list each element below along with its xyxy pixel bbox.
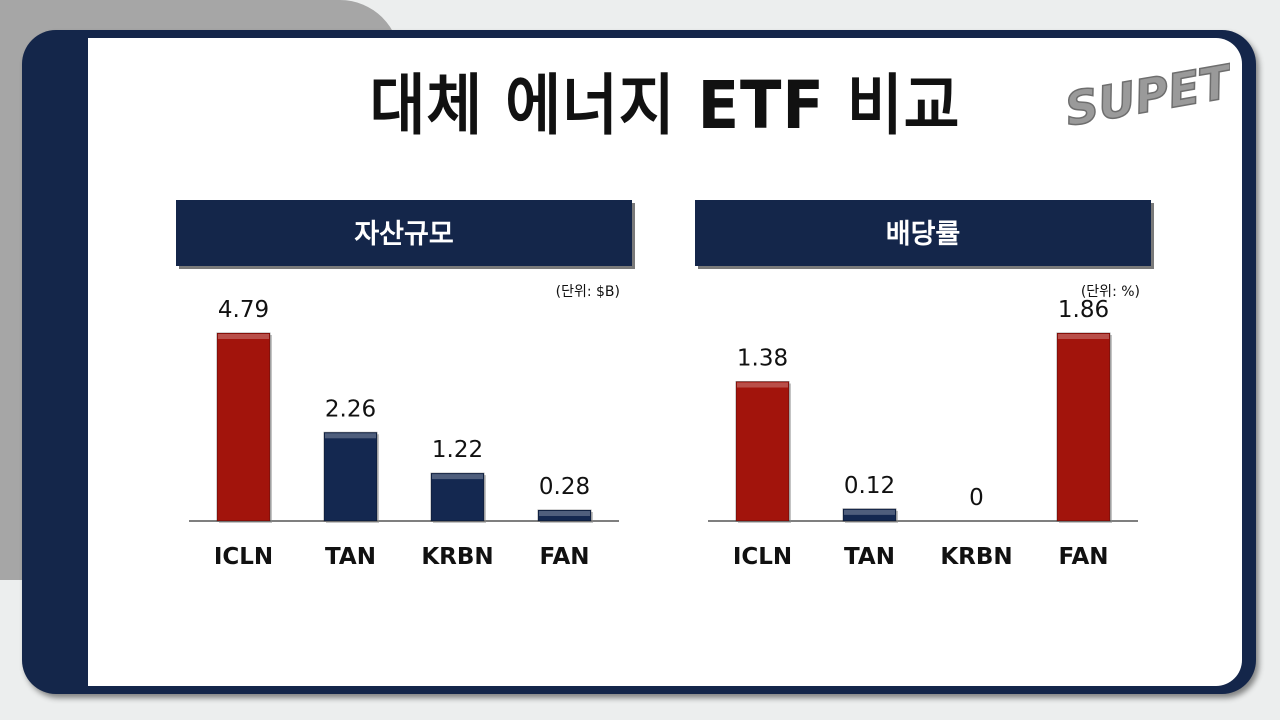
chart-1-title-band: [695, 200, 1151, 266]
supetv-logo: SUPETV: [1060, 58, 1230, 128]
chart-1-bar-icln: [735, 381, 790, 522]
chart-1-value-label-krbn: 0: [969, 485, 984, 511]
chart-1-category-krbn: KRBN: [940, 544, 1012, 570]
chart-0-bar-highlight-2: [432, 474, 483, 480]
chart-1-bar-highlight-3: [1058, 334, 1109, 339]
chart-0-bar-krbn: [430, 472, 485, 522]
slide-title: 대체 에너지 ETF 비교: [369, 67, 961, 144]
chart-1-bar-fan: [1056, 332, 1111, 522]
chart-1-title: 배당률: [886, 219, 961, 250]
chart-0-title: 자산규모: [354, 219, 453, 250]
chart-0-category-krbn: KRBN: [421, 544, 493, 570]
chart-0-value-label-krbn: 1.22: [432, 437, 483, 463]
chart-0-bar-fan: [537, 509, 592, 522]
slide-panel: [88, 38, 1242, 686]
chart-0-value-label-icln: 4.79: [218, 297, 269, 323]
chart-0-unit: (단위: $B): [556, 284, 620, 300]
chart-1-unit: (단위: %): [1081, 284, 1140, 300]
chart-1-bar-tan: [842, 508, 897, 522]
chart-0-category-tan: TAN: [325, 544, 376, 570]
chart-0-title-band: [176, 200, 632, 266]
chart-0-category-fan: FAN: [539, 544, 589, 570]
chart-1-bar-highlight-1: [844, 509, 895, 515]
chart-0-value-label-tan: 2.26: [325, 396, 376, 422]
chart-1-value-label-tan: 0.12: [844, 473, 895, 499]
chart-1-category-fan: FAN: [1058, 544, 1108, 570]
chart-0-value-label-fan: 0.28: [539, 474, 590, 500]
chart-0-bar-tan: [323, 431, 378, 522]
chart-1-value-label-fan: 1.86: [1058, 297, 1109, 323]
chart-0-bar-highlight-3: [539, 511, 590, 517]
chart-1-value-label-icln: 1.38: [737, 346, 788, 372]
chart-0-category-icln: ICLN: [214, 544, 273, 570]
chart-1-bar-highlight-0: [737, 382, 788, 388]
chart-1-category-tan: TAN: [844, 544, 895, 570]
chart-0-bar-highlight-0: [218, 334, 269, 339]
chart-0-bar-icln: [216, 332, 271, 522]
chart-1-category-icln: ICLN: [733, 544, 792, 570]
chart-0-bar-highlight-1: [325, 433, 376, 439]
